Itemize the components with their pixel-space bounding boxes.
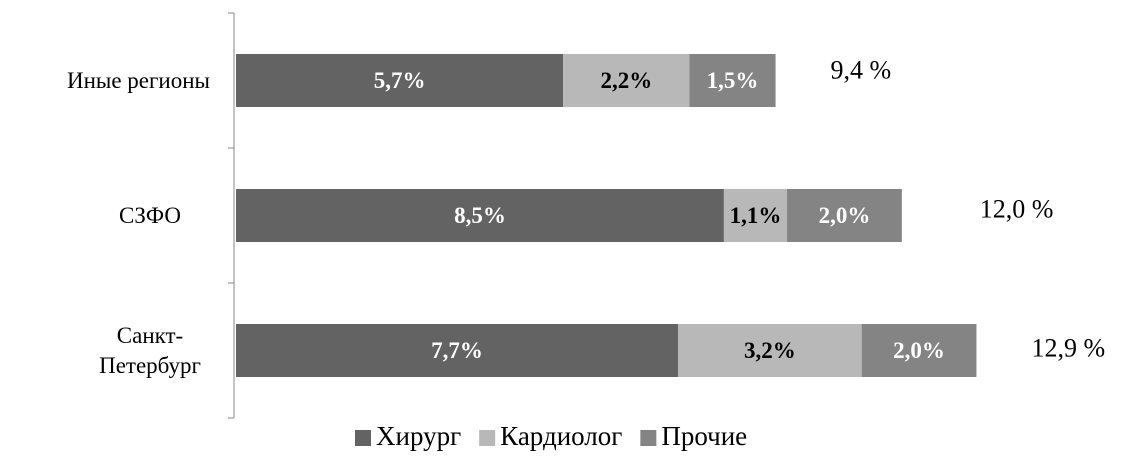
legend-swatch <box>355 430 371 446</box>
value-label: 2,0% <box>893 338 945 363</box>
y-tick-label: Санкт-Петербург <box>99 322 201 378</box>
bar-segment <box>689 54 776 107</box>
legend-swatch <box>479 430 496 446</box>
legend-label: Хирург <box>376 421 461 451</box>
bar-segment <box>563 54 690 107</box>
y-tick-label: Иные регионы <box>66 67 210 93</box>
bar-segment <box>723 189 788 242</box>
bar-segment <box>861 324 977 377</box>
total-label: 12,9 % <box>1031 333 1105 362</box>
legend-swatch <box>640 430 657 446</box>
bar-segment <box>236 189 724 242</box>
value-label: 3,2% <box>744 338 796 363</box>
value-label: 2,2% <box>600 68 652 93</box>
value-label: 2,0% <box>819 203 871 228</box>
y-tick-label: СЗФО <box>119 202 181 228</box>
value-label: 1,1% <box>730 203 782 228</box>
total-label: 12,0 % <box>980 194 1054 223</box>
value-label: 8,5% <box>454 203 506 228</box>
legend-label: Прочие <box>661 421 747 451</box>
total-label: 9,4 % <box>831 55 892 84</box>
bar-segment <box>787 189 902 242</box>
bar-segment <box>236 324 678 377</box>
bar-segment <box>236 54 564 107</box>
value-label: 5,7% <box>374 68 426 93</box>
bar-segment <box>677 324 862 377</box>
legend-label: Кардиолог <box>500 421 622 451</box>
value-label: 1,5% <box>707 68 759 93</box>
value-label: 7,7% <box>431 338 483 363</box>
